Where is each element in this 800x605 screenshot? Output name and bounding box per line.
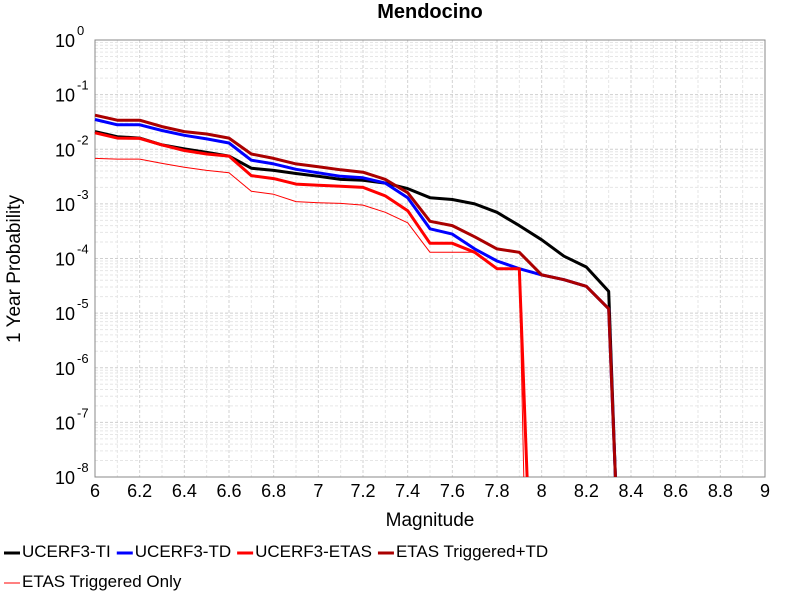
y-tick-base: 10 (55, 359, 75, 379)
y-tick-base: 10 (55, 86, 75, 106)
y-tick-base: 10 (55, 31, 75, 51)
x-tick-label: 8 (537, 481, 547, 501)
series-line-1 (94, 130, 617, 478)
legend-item: UCERF3-TD (116, 542, 231, 561)
x-tick-label: 6.2 (127, 481, 152, 501)
x-tick-label: 8.2 (574, 481, 599, 501)
y-tick-exponent: -2 (77, 132, 89, 147)
x-tick-label: 7 (313, 481, 323, 501)
x-tick-label: 6.6 (216, 481, 241, 501)
y-tick-exponent: 0 (77, 23, 84, 38)
series-line-3 (94, 131, 529, 478)
y-tick-label: 10-1 (55, 78, 89, 106)
y-tick-base: 10 (55, 304, 75, 324)
grid (94, 40, 766, 478)
x-tick-label: 8.8 (708, 481, 733, 501)
y-tick-exponent: -8 (77, 460, 89, 475)
y-tick-label: 10-8 (55, 460, 89, 488)
x-tick-label: 6 (90, 481, 100, 501)
y-tick-base: 10 (55, 468, 75, 488)
series-line-4 (94, 113, 617, 478)
x-tick-label: 8.6 (663, 481, 688, 501)
legend-label: UCERF3-TI (22, 542, 111, 561)
legend-label: UCERF3-ETAS (255, 542, 372, 561)
y-tick-label: 10-5 (55, 296, 89, 324)
y-tick-exponent: -5 (77, 296, 89, 311)
legend-item: UCERF3-TI (4, 542, 111, 561)
y-tick-base: 10 (55, 195, 75, 215)
x-tick-label: 7.8 (484, 481, 509, 501)
y-tick-base: 10 (55, 250, 75, 270)
legend-item: ETAS Triggered Only (4, 572, 182, 591)
y-tick-label: 10-4 (55, 242, 89, 270)
y-tick-exponent: -6 (77, 351, 89, 366)
x-tick-label: 7.6 (440, 481, 465, 501)
x-tick-label: 9 (760, 481, 770, 501)
y-tick-base: 10 (55, 413, 75, 433)
series-layer (94, 113, 617, 478)
y-tick-exponent: -4 (77, 242, 89, 257)
legend-item: UCERF3-ETAS (237, 542, 372, 561)
y-tick-label: 10-7 (55, 405, 89, 433)
y-tick-exponent: -3 (77, 187, 89, 202)
chart-title: Mendocino (377, 1, 483, 23)
series-line-2 (94, 118, 617, 478)
y-tick-label: 10-6 (55, 351, 89, 379)
legend-label: ETAS Triggered+TD (396, 542, 548, 561)
y-tick-label: 10-3 (55, 187, 89, 215)
y-tick-exponent: -7 (77, 405, 89, 420)
x-tick-label: 6.4 (172, 481, 197, 501)
series-line-5 (94, 157, 525, 478)
legend-label: UCERF3-TD (135, 542, 231, 561)
x-tick-label: 6.8 (261, 481, 286, 501)
legend: UCERF3-TI UCERF3-TD UCERF3-ETAS ETAS Trigge… (4, 542, 548, 591)
x-axis-label: Magnitude (386, 510, 475, 531)
x-tick-label: 8.4 (618, 481, 643, 501)
x-tick-label: 7.2 (350, 481, 375, 501)
y-axis-label: 1 Year Probability (4, 195, 25, 343)
y-tick-exponent: -1 (77, 78, 89, 93)
x-tick-label: 7.4 (395, 481, 420, 501)
x-axis-ticks: 6 6.2 6.4 6.6 6.8 7 7.2 7.4 7.6 7.8 8 8.2 8.4 8.6 8.8 9 (90, 481, 770, 501)
legend-label: ETAS Triggered Only (22, 572, 182, 591)
plot-frame (94, 39, 766, 478)
y-tick-label: 100 (55, 23, 84, 51)
legend-item: ETAS Triggered+TD (377, 542, 548, 561)
y-tick-base: 10 (55, 140, 75, 160)
y-tick-label: 10-2 (55, 132, 89, 160)
